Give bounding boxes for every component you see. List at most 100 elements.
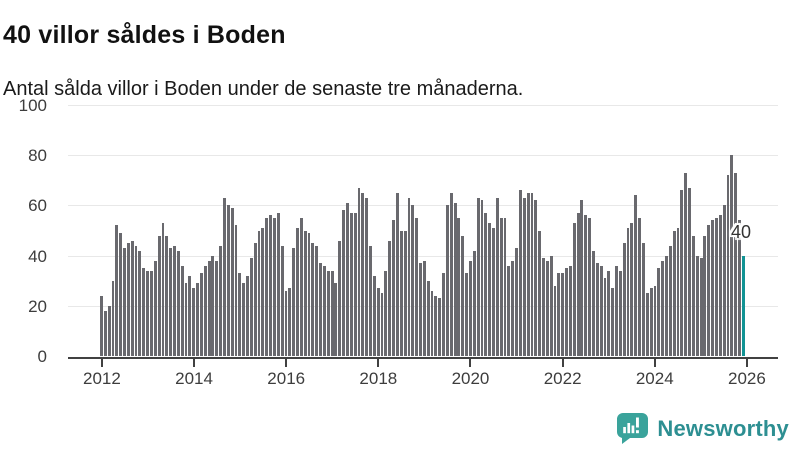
bar	[599, 265, 603, 356]
bar	[668, 245, 672, 356]
bar	[565, 268, 568, 356]
bar	[188, 275, 192, 356]
bar-series	[100, 105, 745, 356]
bar	[515, 248, 519, 356]
gridline-60	[68, 205, 778, 207]
bar	[626, 228, 630, 356]
bar	[311, 243, 315, 356]
y-tick-label-0: 0	[37, 347, 47, 366]
bar	[595, 263, 599, 356]
bar	[576, 212, 580, 356]
bar	[688, 187, 691, 356]
bar	[445, 205, 449, 356]
bar	[518, 190, 522, 356]
bar	[730, 155, 734, 356]
bar	[357, 187, 361, 356]
bar	[292, 248, 296, 356]
bar	[242, 283, 246, 356]
bar	[641, 243, 645, 356]
bar	[665, 255, 668, 356]
y-tick-label-40: 40	[28, 246, 47, 266]
bar	[199, 273, 203, 356]
bar	[507, 265, 511, 356]
x-tick-label-2020: 2020	[451, 369, 490, 388]
bar	[476, 197, 480, 356]
bar	[545, 260, 549, 356]
bar	[353, 212, 357, 356]
bar	[261, 228, 265, 356]
bar	[180, 265, 184, 356]
bar	[622, 243, 626, 356]
bar	[369, 245, 372, 356]
bar	[484, 212, 488, 356]
bar	[645, 293, 649, 356]
y-tick-label-60: 60	[28, 196, 47, 216]
bar	[653, 285, 657, 356]
bar	[449, 192, 453, 356]
bar	[372, 275, 376, 356]
bar	[634, 195, 638, 356]
bar	[130, 240, 134, 356]
bar	[465, 273, 469, 356]
x-tick-label-2016: 2016	[267, 369, 306, 388]
bar	[461, 235, 465, 356]
gridline-40	[68, 255, 778, 257]
bar	[246, 275, 249, 356]
bar	[680, 190, 684, 356]
gridline-80	[68, 155, 778, 157]
bar	[103, 310, 107, 356]
bar	[334, 283, 338, 356]
bar	[134, 245, 138, 356]
bar	[707, 225, 711, 356]
bar	[196, 283, 199, 356]
bar	[503, 217, 507, 356]
bar	[403, 230, 407, 356]
bar	[415, 217, 419, 356]
bar	[734, 172, 738, 356]
bar	[538, 230, 542, 356]
bar	[499, 217, 503, 356]
chart-plot-area: 2012 2014 2016 2018 2020 2022 2024 2026 40	[68, 105, 778, 388]
x-tick-label-2024: 2024	[635, 369, 674, 388]
bar	[319, 263, 322, 356]
bar	[588, 217, 592, 356]
bar	[526, 192, 530, 356]
bar	[542, 258, 545, 356]
bar	[718, 215, 722, 356]
bar	[411, 205, 415, 356]
bar	[342, 210, 346, 356]
x-tick-2026	[745, 359, 748, 367]
bar	[153, 260, 157, 356]
bar	[434, 295, 438, 356]
bar	[422, 260, 426, 356]
bar-highlighted	[741, 255, 745, 356]
bar	[296, 228, 299, 356]
newsworthy-brand-text: Newsworthy	[657, 415, 789, 441]
bar	[338, 240, 342, 356]
bar	[695, 255, 699, 356]
bar	[361, 192, 365, 356]
bar	[330, 270, 334, 356]
newsworthy-speech-bubble-bar-chart-icon	[617, 413, 649, 444]
bar	[726, 175, 730, 356]
bar	[123, 248, 126, 356]
bar	[365, 197, 369, 356]
bar	[438, 298, 442, 356]
bar	[280, 245, 284, 356]
bar	[426, 280, 430, 356]
bar	[219, 245, 223, 356]
bar	[349, 212, 353, 356]
x-tick-label-2012: 2012	[82, 369, 121, 388]
bar	[203, 265, 207, 356]
highlight-value-label: 40	[731, 222, 752, 242]
x-tick-2024	[653, 359, 656, 367]
bar	[572, 222, 576, 356]
bar	[230, 207, 234, 356]
x-tick-label-2026: 2026	[727, 369, 766, 388]
bar	[257, 230, 261, 356]
x-tick-2020	[469, 359, 472, 367]
y-tick-label-100: 100	[18, 96, 47, 115]
bar	[568, 265, 572, 356]
bar	[618, 270, 622, 356]
bar	[299, 217, 303, 356]
